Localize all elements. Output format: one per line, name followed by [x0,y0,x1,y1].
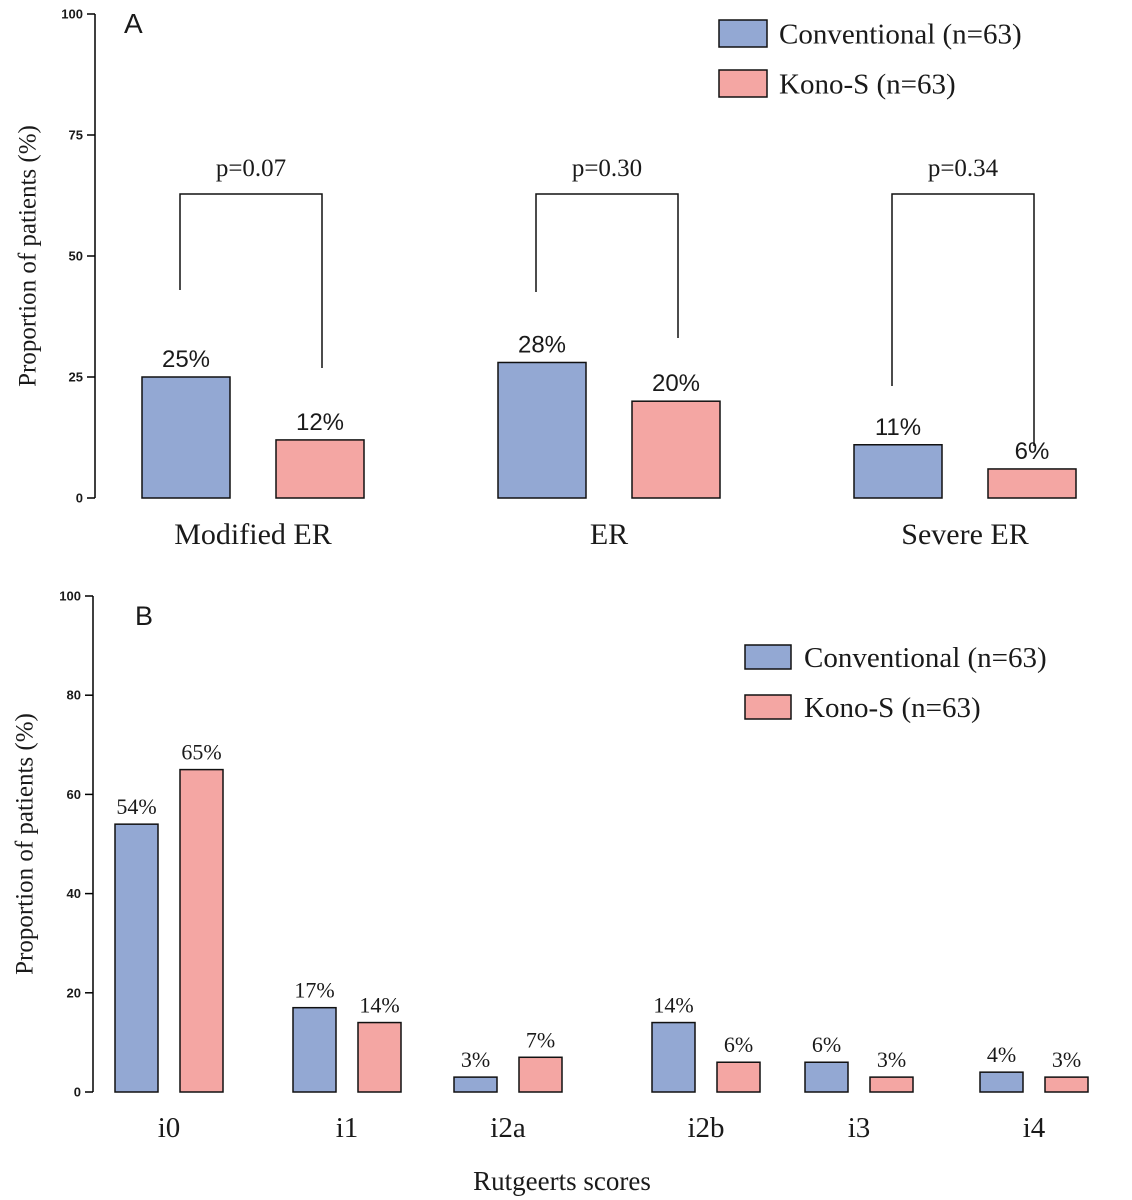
x-tick-label: i0 [158,1112,181,1144]
bar-value-label: 12% [296,409,344,436]
panel-label: B [135,601,153,631]
y-tick-label: 20 [67,985,81,1000]
bar-value-label: 6% [812,1032,841,1057]
bar-kono_s [357,1021,402,1093]
bar-conventional [114,823,159,1093]
x-tick-label: i2a [490,1112,526,1144]
bar-kono_s [518,1056,563,1093]
x-axis-label: Rutgeerts scores [473,1166,651,1196]
y-tick-label: 0 [76,491,83,506]
x-tick-label: i3 [848,1112,871,1144]
bar-value-label: 25% [162,346,210,373]
y-tick-label: 100 [59,589,81,604]
bar-kono_s [631,400,721,499]
legend-swatch-conventional [744,644,792,670]
bar-conventional [141,376,231,499]
y-axis-label: Proportion of patients (%) [12,713,39,975]
bar-value-label: 4% [987,1042,1016,1067]
y-tick-label: 25 [69,370,83,385]
x-tick-label: i4 [1023,1112,1046,1144]
bar-conventional [979,1071,1024,1093]
bar-value-label: 14% [653,993,693,1018]
x-tick-label: i1 [336,1112,359,1144]
bar-kono_s [179,768,224,1093]
legend-swatch-conventional [718,19,768,48]
bar-value-label: 17% [294,978,334,1003]
bar-value-label: 14% [359,993,399,1018]
significance-bracket [535,193,679,338]
panel-label: A [124,8,143,39]
bar-value-label: 3% [877,1047,906,1072]
bar-value-label: 6% [724,1032,753,1057]
y-tick-label: 60 [67,787,81,802]
y-axis-label: Proportion of patients (%) [15,125,42,387]
bar-value-label: 7% [526,1027,555,1052]
chart-panel-a: 0 25 50 75 100 Proportion of patients (%) A 25%… [15,7,1077,551]
legend-swatch-kono_s [744,694,792,720]
y-tick-label: 0 [74,1085,81,1100]
x-tick-label: Modified ER [174,518,332,551]
x-tick-label: ER [590,518,628,551]
bar-kono_s [1044,1076,1089,1093]
bar-kono_s [869,1076,914,1093]
bar-value-label: 20% [652,370,700,397]
x-tick-label: i2b [687,1112,724,1144]
bar-value-label: 65% [181,740,221,765]
bar-conventional [651,1021,696,1093]
y-tick-label: 80 [67,688,81,703]
bar-kono_s [716,1061,761,1093]
legend-label-conventional: Conventional (n=63) [804,642,1047,674]
significance-bracket [179,193,323,368]
bar-value-label: 54% [116,794,156,819]
bar-value-label: 11% [875,414,921,441]
y-tick-label: 50 [69,249,83,264]
y-tick-label: 40 [67,886,81,901]
p-value-annotation: p=0.30 [572,155,642,182]
bar-value-label: 6% [1015,438,1050,465]
significance-bracket [891,193,1035,446]
legend-label-kono_s: Kono-S (n=63) [804,692,981,724]
legend-label-kono_s: Kono-S (n=63) [779,69,956,101]
x-tick-label: Severe ER [901,518,1028,551]
bar-value-label: 3% [1052,1047,1081,1072]
bar-kono_s [987,468,1077,499]
bar-value-label: 28% [518,331,566,358]
chart-panel-b: 0 20 40 60 80 100 Proportion of patients (%) B 5… [12,589,1089,1196]
bar-conventional [853,444,943,499]
y-tick-label: 100 [61,7,83,22]
p-value-annotation: p=0.07 [216,155,286,182]
bar-conventional [292,1006,337,1093]
legend-label-conventional: Conventional (n=63) [779,19,1022,51]
legend-swatch-kono_s [718,69,768,98]
bar-conventional [453,1076,498,1093]
bar-conventional [497,361,587,499]
bar-conventional [804,1061,849,1093]
bar-value-label: 3% [461,1047,490,1072]
p-value-annotation: p=0.34 [928,155,999,182]
y-tick-label: 75 [69,128,83,143]
bar-kono_s [275,439,365,499]
